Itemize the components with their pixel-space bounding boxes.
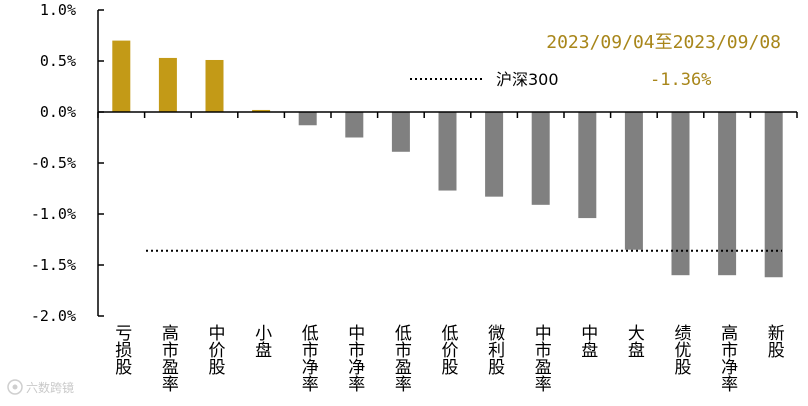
bar: [391, 112, 410, 152]
bar: [158, 57, 177, 112]
watermark-text: 六数跨镜: [26, 380, 74, 395]
watermark: 六数跨镜: [7, 379, 74, 395]
bars: [112, 40, 783, 278]
category-label: 低价股: [438, 324, 459, 376]
category-labels: 亏损股 高市盈率 中价股 小盘 低市净率 中市净率 低市盈率 低价股 微利股 中市盈率 中盘 大盘 绩优…: [111, 324, 784, 392]
bar: [718, 112, 737, 276]
y-tick-label: 0.5%: [40, 52, 76, 70]
y-tick-label: -0.5%: [31, 154, 76, 172]
bar: [671, 112, 690, 276]
category-label: 中价股: [205, 324, 226, 376]
bar: [345, 112, 364, 138]
y-axis: 1.0% 0.5% 0.0% -0.5% -1.0% -1.5% -2.0%: [31, 1, 104, 325]
category-label: 中盘: [577, 324, 598, 358]
camera-logo-icon: [7, 379, 23, 395]
bar: [485, 112, 504, 197]
bar: [252, 109, 271, 112]
category-label: 低市净率: [298, 324, 319, 392]
bar: [578, 112, 597, 219]
y-tick-label: 0.0%: [40, 103, 76, 121]
bar: [298, 112, 317, 126]
legend-series-value: -1.36%: [650, 70, 711, 90]
bar: [112, 40, 131, 112]
category-label: 中市净率: [344, 324, 365, 392]
bar: [624, 112, 643, 250]
legend-series-name: 沪深300: [496, 70, 559, 89]
category-label: 高市盈率: [158, 324, 179, 392]
bar: [531, 112, 550, 205]
category-label: 中市盈率: [531, 324, 552, 392]
bar: [205, 59, 224, 112]
category-label: 高市净率: [717, 324, 738, 392]
y-tick-label: -2.0%: [31, 307, 76, 325]
category-label: 低市盈率: [391, 324, 412, 392]
category-label: 小盘: [251, 324, 272, 358]
category-label: 微利股: [484, 324, 505, 376]
date-range-text: 2023/09/04至2023/09/08: [546, 32, 781, 53]
bar: [764, 112, 783, 278]
category-label: 绩优股: [671, 324, 692, 376]
bar: [438, 112, 457, 191]
y-tick-label: 1.0%: [40, 1, 76, 19]
legend: 沪深300 -1.36%: [410, 70, 711, 90]
category-label: 亏损股: [111, 324, 132, 376]
y-tick-label: -1.5%: [31, 256, 76, 274]
category-label: 大盘: [624, 324, 645, 358]
y-tick-label: -1.0%: [31, 205, 76, 223]
x-axis: [97, 111, 798, 118]
category-label: 新股: [764, 324, 785, 359]
